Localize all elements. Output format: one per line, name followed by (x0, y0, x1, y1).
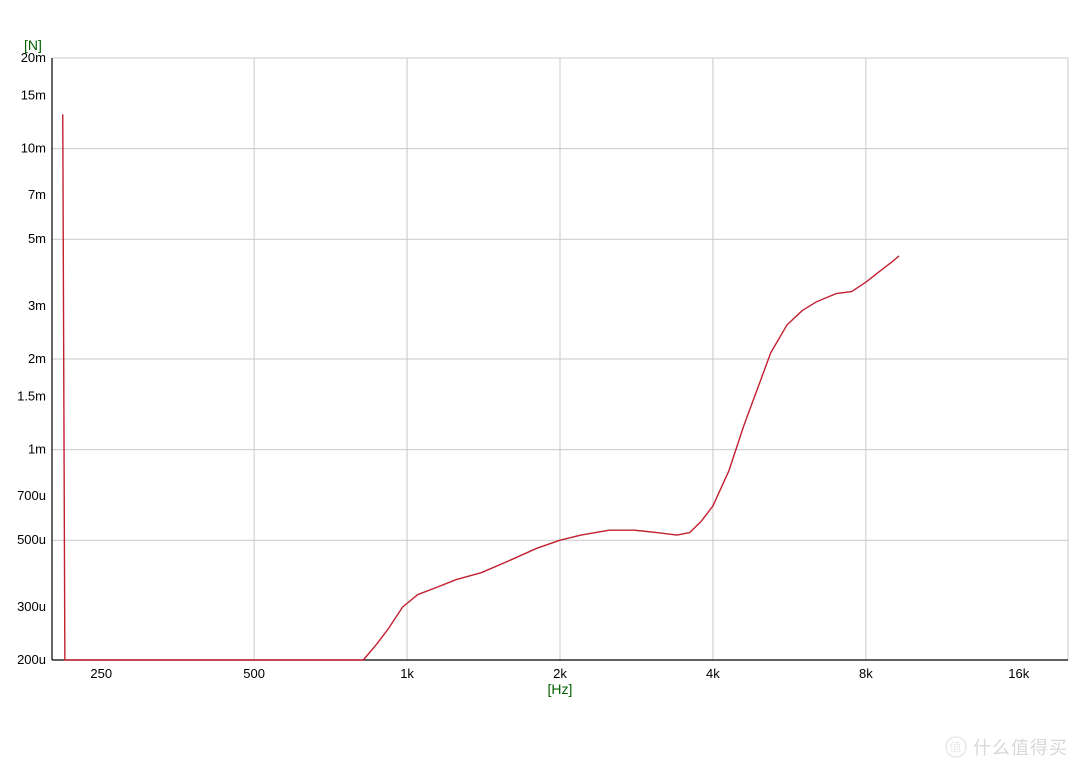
x-tick-label: 500 (243, 666, 265, 681)
y-unit-label: [N] (24, 37, 42, 53)
x-tick-label: 8k (859, 666, 873, 681)
chart-background (0, 0, 1080, 768)
x-tick-label: 2k (553, 666, 567, 681)
x-tick-label: 250 (90, 666, 112, 681)
x-unit-label: [Hz] (548, 681, 573, 697)
y-tick-label: 700u (17, 488, 46, 503)
y-tick-label: 15m (21, 88, 46, 103)
y-tick-label: 2m (28, 351, 46, 366)
y-tick-label: 1.5m (17, 389, 46, 404)
x-tick-label: 1k (400, 666, 414, 681)
x-tick-label: 16k (1008, 666, 1029, 681)
y-tick-label: 200u (17, 652, 46, 667)
y-tick-label: 10m (21, 141, 46, 156)
y-tick-label: 1m (28, 442, 46, 457)
y-tick-label: 7m (28, 187, 46, 202)
frequency-response-chart: 200u300u500u700u1m1.5m2m3m5m7m10m15m20m2… (0, 0, 1080, 768)
chart-svg: 200u300u500u700u1m1.5m2m3m5m7m10m15m20m2… (0, 0, 1080, 768)
x-tick-label: 4k (706, 666, 720, 681)
y-tick-label: 5m (28, 231, 46, 246)
y-tick-label: 300u (17, 599, 46, 614)
y-tick-label: 500u (17, 532, 46, 547)
y-tick-label: 3m (28, 298, 46, 313)
